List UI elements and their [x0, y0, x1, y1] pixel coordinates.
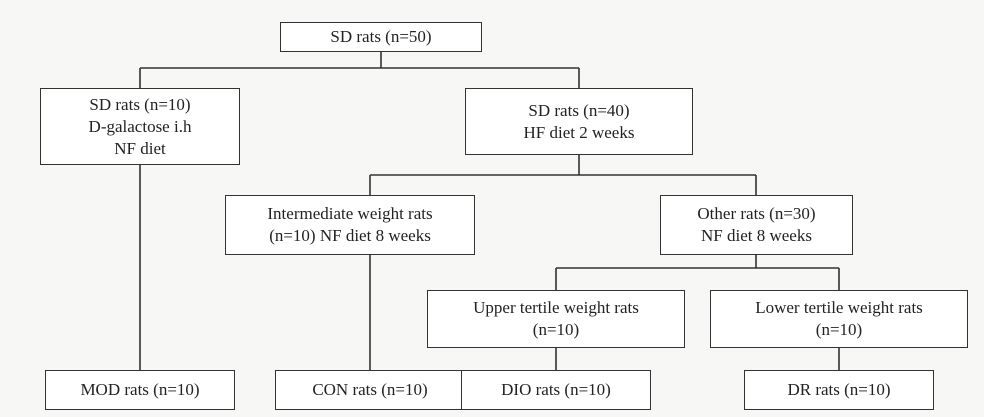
- node-box: DR rats (n=10): [744, 370, 934, 410]
- node-box: SD rats (n=10) D-galactose i.h NF diet: [40, 88, 240, 165]
- node-label: (n=10): [815, 320, 863, 339]
- node-box: Upper tertile weight rats (n=10): [427, 290, 685, 348]
- node-label: D-galactose i.h: [88, 116, 192, 136]
- node-label: HF diet 2 weeks: [523, 122, 635, 142]
- node-box: SD rats (n=50): [280, 22, 482, 52]
- node-label: (n=10) NF diet 8 weeks: [269, 226, 431, 245]
- node-label: NF diet 8 weeks: [701, 226, 812, 245]
- node-label: SD rats (n=50): [330, 27, 432, 46]
- node-label: (n=10): [532, 320, 580, 339]
- node-box: Other rats (n=30) NF diet 8 weeks: [660, 195, 853, 255]
- node-box: MOD rats (n=10): [45, 370, 235, 410]
- node-label: Intermediate weight rats: [267, 204, 433, 223]
- node-label: NF diet: [114, 138, 166, 158]
- node-label: MOD rats (n=10): [80, 380, 200, 399]
- node-label: SD rats (n=40): [528, 100, 630, 120]
- node-box: DIO rats (n=10): [461, 370, 651, 410]
- node-box: Lower tertile weight rats (n=10): [710, 290, 968, 348]
- node-box: CON rats (n=10): [275, 370, 465, 410]
- node-label: SD rats (n=10): [89, 94, 191, 114]
- node-label: CON rats (n=10): [312, 380, 428, 399]
- node-label: Lower tertile weight rats: [755, 298, 923, 317]
- node-label: Upper tertile weight rats: [473, 298, 639, 317]
- node-label: Other rats (n=30): [697, 204, 816, 223]
- node-label: DR rats (n=10): [787, 380, 891, 399]
- node-label: DIO rats (n=10): [501, 380, 611, 399]
- node-box: SD rats (n=40) HF diet 2 weeks: [465, 88, 693, 155]
- node-box: Intermediate weight rats (n=10) NF diet 8…: [225, 195, 475, 255]
